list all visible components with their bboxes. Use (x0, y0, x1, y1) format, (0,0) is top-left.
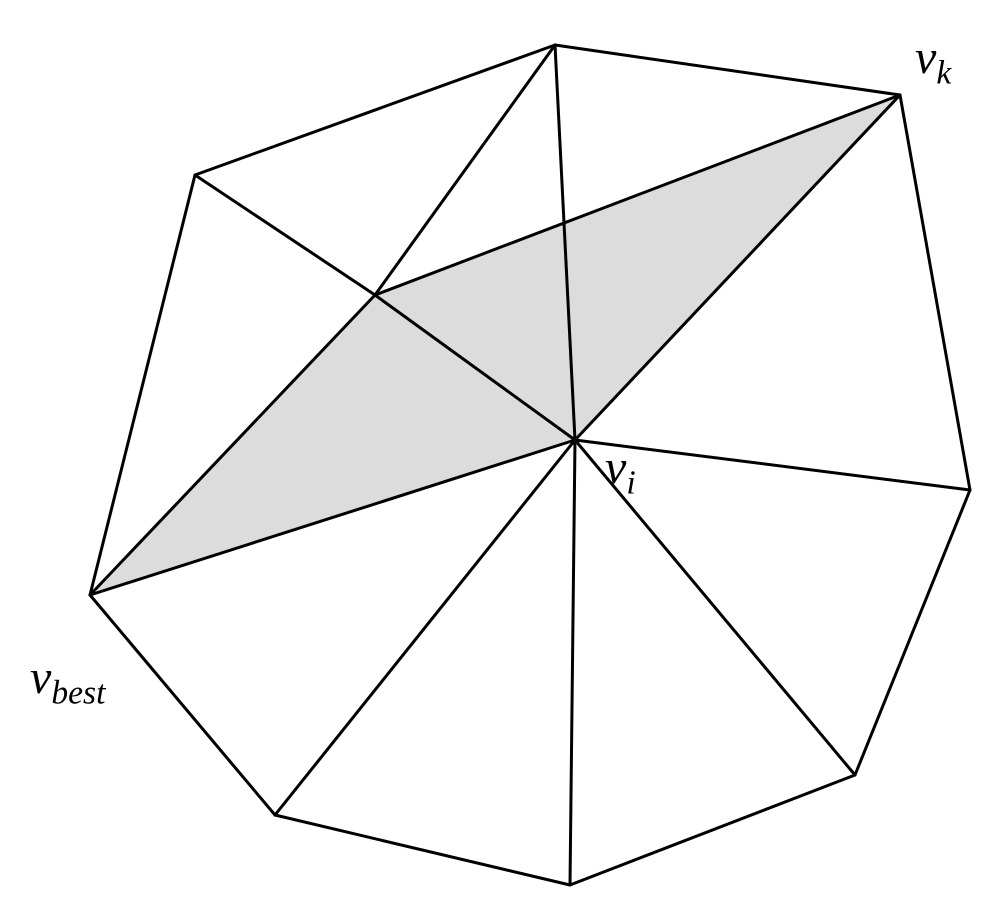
label-vk: vk (915, 30, 951, 93)
label-vi: vi (605, 440, 636, 503)
label-vk-sub: k (936, 55, 951, 92)
label-vbest-sub: best (51, 675, 105, 712)
label-vbest: vbest (30, 650, 105, 713)
label-vi-sub: i (626, 465, 635, 502)
label-vk-main: v (915, 31, 936, 84)
mesh-diagram (0, 0, 1000, 921)
label-vbest-main: v (30, 651, 51, 704)
label-vi-main: v (605, 441, 626, 494)
